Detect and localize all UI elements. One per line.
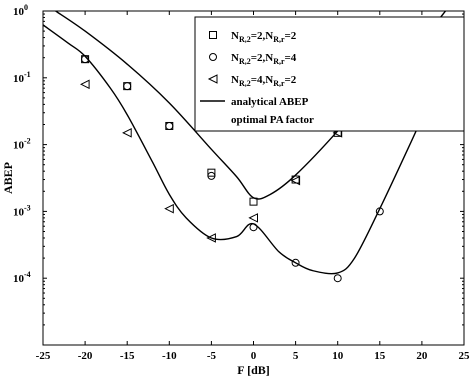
x-tick-label: 0	[251, 350, 257, 362]
x-tick-label: -20	[78, 350, 93, 362]
y-tick-label: 100	[13, 3, 28, 18]
y-tick-label: 10-3	[13, 203, 31, 218]
data-point-triangle-left	[248, 213, 258, 223]
data-point-triangle-left	[122, 128, 132, 138]
data-point-circle	[123, 82, 132, 91]
data-point-triangle-left	[206, 233, 216, 243]
legend-label-3: NR,2=4,NR,r=2	[231, 74, 297, 88]
data-point-circle	[291, 258, 300, 267]
y-axis-label: ABEP	[1, 162, 15, 194]
x-tick-label: 10	[332, 350, 344, 362]
data-point-square	[207, 168, 216, 177]
data-point-triangle-left	[79, 79, 90, 90]
x-tick-label: 20	[416, 350, 428, 362]
x-tick-label: -25	[36, 350, 51, 362]
x-tick-label: 5	[293, 350, 299, 362]
data-point-circle	[375, 207, 384, 216]
legend-marker-triangle-left	[207, 74, 218, 84]
legend-label-analytical: analytical ABEP	[231, 96, 309, 108]
y-tick-label: 10-1	[13, 70, 31, 85]
legend-marker-circle	[209, 53, 217, 61]
data-point-circle	[207, 171, 216, 180]
data-point-circle	[81, 55, 90, 64]
x-tick-label: -10	[162, 350, 177, 362]
data-point-circle	[249, 223, 258, 232]
x-tick-label: 15	[374, 350, 386, 362]
x-axis-label: F [dB]	[237, 363, 270, 377]
legend-label-1: NR,2=2,NR,r=2	[231, 30, 297, 44]
data-point-circle	[333, 274, 342, 283]
legend-label-2: NR,2=2,NR,r=4	[231, 52, 297, 66]
data-point-circle	[165, 121, 174, 130]
x-tick-label: -15	[120, 350, 135, 362]
y-tick-label: 10-2	[13, 137, 31, 152]
x-tick-labels: -25 -20 -15 -10 -5 0 5 10 15 20 25	[36, 350, 470, 362]
data-point-square	[249, 197, 258, 206]
x-tick-label: 25	[459, 350, 471, 362]
data-point-triangle-left	[290, 175, 301, 186]
legend-marker-square	[209, 31, 217, 39]
legend: NR,2=2,NR,r=2NR,2=2,NR,r=4NR,2=4,NR,r=2 …	[194, 16, 465, 132]
y-tick-label: 10-4	[13, 270, 31, 285]
legend-label-optimal-pa: optimal PA factor	[231, 114, 314, 126]
legend-box	[194, 16, 465, 132]
data-point-triangle-left	[164, 203, 174, 214]
y-tick-labels: 10-4 10-3 10-2 10-1 100	[13, 3, 31, 285]
legend-entries: NR,2=2,NR,r=2 NR,2=2,NR,r=4 NR,2=4,NR,r=2	[207, 30, 297, 88]
x-tick-label: -5	[207, 350, 217, 362]
